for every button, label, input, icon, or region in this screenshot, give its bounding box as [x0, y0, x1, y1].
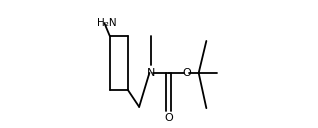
Text: O: O — [182, 68, 191, 78]
Text: H₂N: H₂N — [97, 18, 117, 28]
Text: N: N — [147, 68, 155, 78]
Text: O: O — [164, 113, 173, 123]
